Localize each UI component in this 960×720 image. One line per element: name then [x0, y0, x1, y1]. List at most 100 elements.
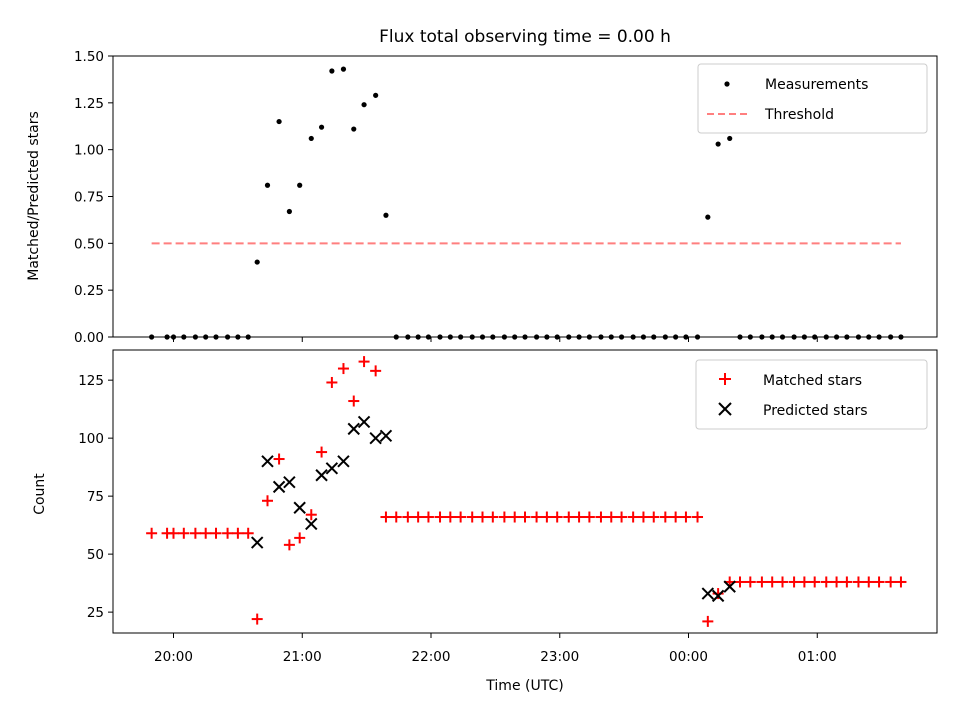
- matched-star-point: [412, 511, 424, 523]
- matched-star-point: [348, 395, 360, 407]
- measurement-point: [340, 66, 347, 72]
- matched-star-point: [756, 576, 768, 588]
- legend-predicted-label: Predicted stars: [763, 403, 868, 419]
- measurement-point: [276, 118, 282, 125]
- matched-star-point: [390, 511, 402, 523]
- matched-star-point: [563, 511, 575, 523]
- predicted-star-point: [723, 580, 736, 593]
- matched-star-point: [487, 511, 499, 523]
- measurement-point: [297, 182, 303, 188]
- matched-star-point: [262, 495, 273, 507]
- matched-star-point: [863, 576, 875, 588]
- top-panel: Matched/Predicted stars 0.00 0.25 0.50 0.75…: [26, 49, 938, 346]
- x-tick-label: 23:00: [540, 649, 579, 665]
- matched-star-point: [178, 527, 190, 539]
- x-axis-label: Time (UTC): [485, 678, 563, 694]
- top-y-tick-label: 0.75: [74, 190, 104, 206]
- matched-star-point: [873, 576, 885, 588]
- matched-star-point: [242, 527, 254, 539]
- measurement-point: [351, 126, 357, 132]
- predicted-star-point: [315, 469, 328, 482]
- predicted-star-point: [305, 517, 318, 531]
- x-tick-label: 21:00: [283, 649, 322, 665]
- legend-matched-marker: [719, 373, 731, 385]
- bottom-plot-area: [146, 356, 907, 627]
- predicted-star-point: [261, 455, 274, 468]
- top-y-tick-label: 1.00: [74, 143, 104, 159]
- bottom-y-tick-label: 75: [87, 489, 104, 505]
- matched-star-point: [189, 527, 201, 539]
- matched-star-point: [605, 511, 617, 523]
- matched-star-point: [551, 511, 563, 523]
- matched-star-point: [648, 511, 660, 523]
- predicted-star-point: [347, 422, 360, 436]
- matched-star-point: [294, 532, 306, 544]
- top-y-tick-label: 0.50: [74, 236, 104, 252]
- matched-star-point: [895, 576, 907, 588]
- measurement-point: [329, 68, 335, 74]
- bottom-y-tick-label: 25: [87, 605, 104, 621]
- predicted-star-point: [337, 455, 350, 468]
- bottom-y-tick-label: 50: [87, 547, 104, 563]
- x-tick-label: 00:00: [669, 649, 708, 665]
- matched-star-point: [831, 576, 843, 588]
- matched-star-point: [358, 356, 370, 368]
- matched-star-point: [434, 511, 446, 523]
- measurement-point: [286, 208, 292, 215]
- matched-star-point: [734, 576, 746, 588]
- top-legend-box: [697, 63, 928, 134]
- matched-star-point: [744, 576, 756, 588]
- matched-star-point: [477, 511, 489, 523]
- top-y-tick-label: 1.25: [74, 96, 104, 112]
- matched-star-point: [583, 511, 595, 523]
- top-y-tick-label: 0.00: [74, 330, 104, 346]
- matched-star-point: [659, 511, 671, 523]
- bottom-legend-box: [695, 359, 928, 430]
- x-tick-label: 22:00: [412, 649, 451, 665]
- x-tick-label: 20:00: [154, 649, 193, 665]
- matched-star-point: [885, 576, 897, 588]
- matched-star-point: [466, 511, 478, 523]
- predicted-star-point: [369, 431, 382, 445]
- bottom-y-ticks: 25 50 75 100 125: [78, 373, 113, 621]
- measurement-point: [705, 214, 711, 220]
- predicted-star-point: [325, 462, 339, 475]
- legend-matched-label: Matched stars: [763, 373, 862, 389]
- matched-star-point: [283, 539, 295, 551]
- matched-star-point: [232, 527, 244, 539]
- matched-star-point: [509, 511, 521, 523]
- matched-star-point: [337, 363, 349, 375]
- measurement-point: [308, 135, 314, 142]
- matched-star-point: [531, 511, 543, 523]
- matched-star-point: [210, 527, 222, 539]
- matched-star-point: [455, 511, 467, 523]
- matched-star-point: [168, 527, 180, 539]
- matched-star-point: [305, 509, 317, 521]
- predicted-star-point: [379, 429, 393, 443]
- matched-star-point: [316, 446, 328, 458]
- matched-star-point: [251, 613, 263, 625]
- measurement-point: [318, 124, 325, 130]
- matched-star-point: [680, 511, 692, 523]
- measurement-point: [727, 135, 733, 142]
- top-y-ticks: 0.00 0.25 0.50 0.75 1.00 1.25 1.50: [74, 49, 113, 346]
- matched-star-point: [852, 576, 864, 588]
- matched-star-point: [637, 511, 649, 523]
- matched-star-point: [777, 576, 788, 588]
- matched-star-point: [498, 511, 510, 523]
- matched-star-point: [326, 376, 338, 388]
- matched-star-point: [809, 576, 821, 588]
- predicted-star-point: [357, 415, 371, 429]
- matched-star-point: [841, 576, 853, 588]
- matched-star-point: [519, 511, 531, 523]
- matched-star-point: [222, 527, 234, 539]
- bottom-panel-frame: [112, 349, 938, 634]
- predicted-star-point: [272, 480, 286, 494]
- predicted-star-point: [711, 589, 725, 603]
- legend-predicted-marker: [718, 402, 732, 416]
- chart-title: Flux total observing time = 0.00 h: [379, 27, 671, 47]
- matched-star-point: [541, 511, 553, 523]
- bottom-panel: Count 25 50 75 100 125 20:00 21:00 22:00 23:00 0…: [32, 349, 938, 694]
- matched-star-point: [766, 576, 778, 588]
